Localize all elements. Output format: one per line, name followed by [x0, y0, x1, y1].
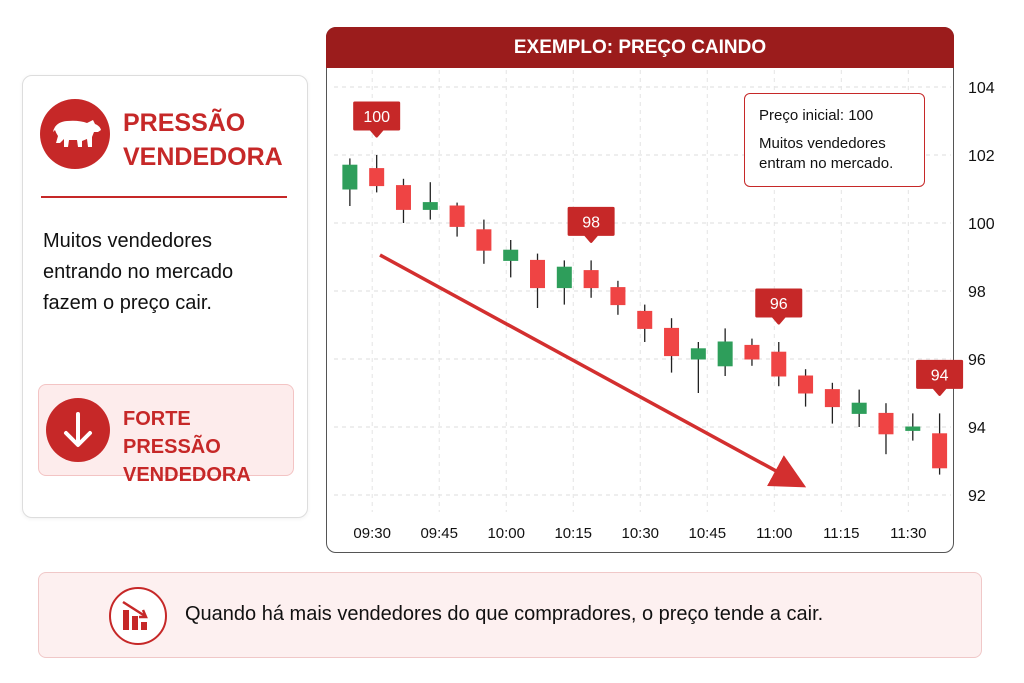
candle-body: [771, 351, 787, 377]
x-tick-label: 10:15: [554, 525, 592, 542]
note-box: Preço inicial: 100 Muitos vendedores ent…: [744, 93, 925, 187]
note-line: Muitos vendedores entram no mercado.: [759, 135, 894, 172]
candle-body: [932, 433, 948, 469]
price-label: 98: [582, 214, 600, 231]
candle-body: [530, 259, 546, 289]
candle-body: [342, 164, 358, 190]
candle-body: [395, 185, 411, 210]
bear-icon: [40, 99, 110, 169]
footer-banner: Quando há mais vendedores do que comprad…: [38, 572, 982, 658]
candle-body: [476, 229, 492, 251]
x-tick-label: 11:00: [756, 525, 792, 542]
candle-body: [690, 348, 706, 360]
x-tick-label: 10:45: [689, 525, 727, 542]
x-tick-label: 11:15: [823, 525, 859, 542]
footer-icon: [109, 587, 167, 645]
candle-body: [878, 412, 894, 435]
price-bubble: [916, 359, 964, 396]
candle-body: [422, 202, 438, 210]
side-text: Muitos vendedores entrando no mercado fa…: [43, 230, 234, 314]
x-tick-label: 10:00: [487, 525, 525, 542]
price-label: 100: [363, 109, 390, 126]
y-tick-label: 100: [968, 216, 995, 233]
badge: FORTE PRESSÃO VENDEDORA: [38, 384, 294, 486]
note-line: Preço inicial: 100: [759, 107, 874, 124]
chart-title: EXEMPLO: PREÇO CAINDO: [326, 27, 954, 68]
trend-arrow: [379, 253, 807, 488]
side-title: PRESSÃO VENDEDORA: [123, 109, 283, 171]
y-tick-label: 94: [968, 420, 986, 437]
candle-body: [583, 270, 599, 289]
price-label: 94: [931, 367, 949, 384]
candle-body: [744, 344, 760, 360]
x-tick-label: 11:30: [890, 525, 926, 542]
candle-body: [717, 341, 733, 367]
y-tick-label: 104: [968, 80, 995, 97]
candle-body: [637, 310, 653, 329]
candle-body: [449, 205, 465, 227]
divider: [41, 196, 287, 198]
candle-body: [851, 402, 867, 414]
side-panel: PRESSÃO VENDEDORA Muitos vendedores entr…: [22, 75, 308, 518]
candle-body: [824, 389, 840, 408]
candle-body: [610, 287, 626, 306]
candle-body: [503, 249, 519, 261]
down-icon: [46, 398, 110, 462]
price-bubble: [755, 288, 803, 325]
price-label: 96: [770, 296, 788, 313]
x-tick-label: 09:30: [353, 525, 391, 542]
y-tick-label: 98: [968, 284, 986, 301]
candle-body: [905, 426, 921, 431]
y-tick-label: 102: [968, 148, 995, 165]
candle-body: [556, 266, 572, 289]
y-tick-label: 96: [968, 352, 986, 369]
candle-body: [798, 375, 814, 394]
footer-text: Quando há mais vendedores do que comprad…: [185, 603, 824, 625]
candle-body: [664, 327, 680, 357]
x-tick-label: 09:45: [420, 525, 458, 542]
candle-body: [369, 168, 385, 187]
y-tick-label: 92: [968, 488, 986, 505]
x-tick-label: 10:30: [621, 525, 659, 542]
price-bubble: [353, 101, 401, 138]
price-bubble: [567, 206, 615, 243]
badge-text: FORTE PRESSÃO VENDEDORA: [123, 408, 251, 486]
